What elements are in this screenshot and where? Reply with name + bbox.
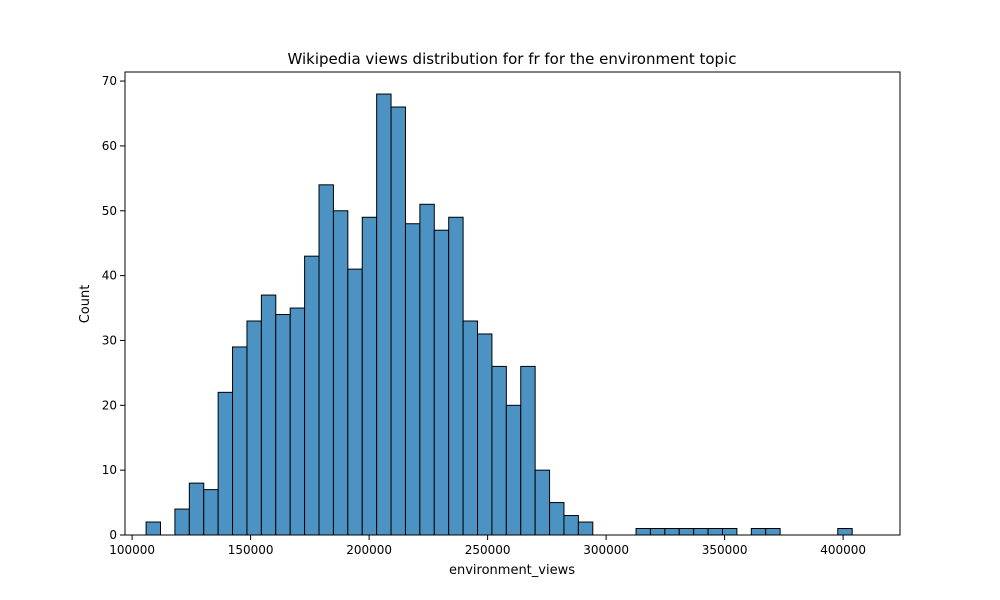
histogram-bar	[750, 528, 767, 536]
histogram-bar	[563, 515, 579, 536]
histogram-bar	[246, 320, 262, 536]
histogram-bar	[361, 216, 378, 536]
histogram-bar	[534, 469, 551, 536]
x-tick-label: 250000	[465, 543, 511, 557]
x-axis-ticks: 100000 150000 200000 250000 300000 350000 4000…	[109, 535, 866, 557]
histogram-bar	[707, 528, 723, 536]
y-axis-label: Count	[78, 285, 93, 324]
histogram-bar	[232, 346, 248, 536]
x-tick-label: 150000	[228, 543, 274, 557]
histogram-bar	[174, 508, 190, 536]
histogram-bar	[664, 528, 680, 536]
histogram-bar	[390, 106, 406, 536]
y-axis-ticks: 0 10 20 30 40 50 60 70	[102, 74, 125, 542]
histogram-bar	[433, 229, 450, 536]
histogram-bar	[678, 528, 695, 536]
histogram-bar	[491, 365, 507, 536]
histogram-bar	[347, 268, 363, 536]
histogram-bars	[145, 93, 853, 536]
x-tick-label: 350000	[702, 543, 748, 557]
y-tick-label: 30	[102, 333, 117, 347]
histogram-bar	[188, 482, 205, 536]
histogram-bar	[693, 528, 709, 536]
chart-title: Wikipedia views distribution for fr for …	[288, 50, 737, 68]
y-tick-label: 40	[102, 269, 117, 283]
histogram-bar	[837, 528, 853, 536]
plot-frame	[124, 71, 901, 536]
histogram-bar	[304, 255, 320, 536]
y-tick-label: 50	[102, 204, 117, 218]
x-tick-label: 300000	[583, 543, 629, 557]
histogram-bar	[505, 404, 522, 536]
histogram-bar	[520, 365, 536, 536]
histogram-bar	[289, 307, 306, 536]
histogram-bar	[275, 314, 291, 536]
histogram-bar	[635, 528, 651, 536]
y-tick-label: 70	[102, 74, 117, 88]
y-tick-label: 20	[102, 398, 117, 412]
histogram-bar	[477, 333, 493, 536]
histogram-bar	[404, 223, 421, 536]
histogram-bar	[217, 391, 234, 536]
histogram-bar	[549, 502, 565, 536]
y-tick-label: 10	[102, 463, 117, 477]
histogram-bar	[203, 489, 219, 536]
histogram-bar	[577, 521, 594, 536]
histogram-bar	[765, 528, 781, 536]
histogram-bar	[419, 203, 435, 536]
histogram-bar	[462, 320, 479, 536]
histogram-bar	[376, 93, 392, 536]
histogram-bar	[145, 521, 162, 536]
histogram-bar	[318, 184, 334, 536]
histogram-bar	[649, 528, 666, 536]
x-axis-label: environment_views	[449, 563, 575, 578]
y-tick-label: 60	[102, 139, 117, 153]
x-tick-label: 400000	[820, 543, 866, 557]
histogram-bar	[721, 528, 738, 536]
y-tick-label: 0	[109, 528, 117, 542]
histogram-bar	[448, 216, 464, 536]
histogram-bar	[260, 294, 277, 536]
histogram-bar	[332, 210, 349, 536]
x-tick-label: 200000	[346, 543, 392, 557]
x-tick-label: 100000	[109, 543, 155, 557]
